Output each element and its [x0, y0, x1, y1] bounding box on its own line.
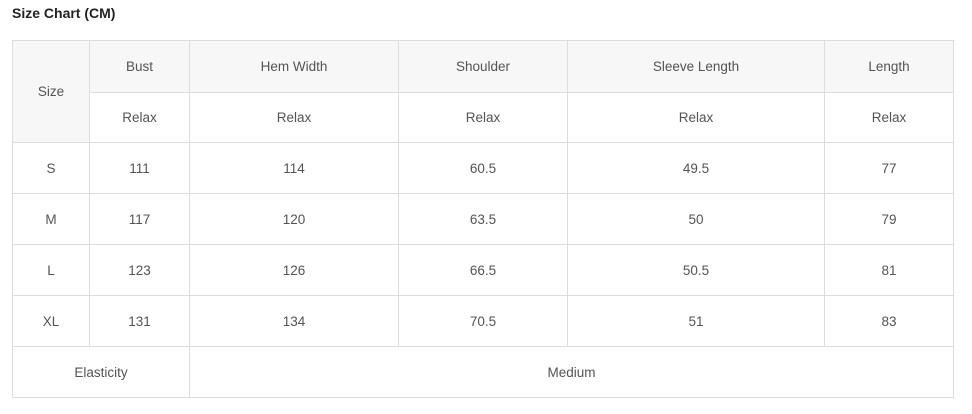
value-cell: 66.5 — [398, 244, 568, 296]
value-cell: 131 — [89, 295, 190, 347]
fit-type-header-row: Relax Relax Relax Relax Relax — [13, 92, 954, 143]
elasticity-row: Elasticity Medium — [12, 346, 954, 398]
value-cell: 134 — [189, 295, 399, 347]
size-chart-table: Size Bust Hem Width Shoulder Sleeve Leng… — [12, 40, 954, 398]
column-header-length: Length — [824, 40, 954, 93]
table-row-xl: XL 131 134 70.5 51 83 — [12, 295, 954, 347]
fit-type-cell-length: Relax — [824, 92, 954, 143]
fit-type-cell-sleeve-length: Relax — [567, 92, 825, 143]
value-cell: 120 — [189, 193, 399, 245]
page-title: Size Chart (CM) — [12, 5, 116, 21]
value-cell: 50 — [567, 193, 825, 245]
value-cell: 49.5 — [567, 142, 825, 194]
size-label: L — [12, 244, 90, 296]
value-cell: 111 — [89, 142, 190, 194]
measurement-header-row: Size Bust Hem Width Shoulder Sleeve Leng… — [12, 40, 954, 143]
table-row-s: S 111 114 60.5 49.5 77 — [12, 142, 954, 194]
value-cell: 50.5 — [567, 244, 825, 296]
size-label: S — [12, 142, 90, 194]
value-cell: 114 — [189, 142, 399, 194]
value-cell: 117 — [89, 193, 190, 245]
value-cell: 123 — [89, 244, 190, 296]
value-cell: 126 — [189, 244, 399, 296]
value-cell: 63.5 — [398, 193, 568, 245]
value-cell: 81 — [824, 244, 954, 296]
value-cell: 83 — [824, 295, 954, 347]
corner-header-size: Size — [12, 40, 90, 143]
fit-type-cell-bust: Relax — [89, 92, 190, 143]
column-header-shoulder: Shoulder — [398, 40, 568, 93]
elasticity-label: Elasticity — [12, 346, 190, 398]
size-label: XL — [12, 295, 90, 347]
value-cell: 70.5 — [398, 295, 568, 347]
table-row-l: L 123 126 66.5 50.5 81 — [12, 244, 954, 296]
value-cell: 77 — [824, 142, 954, 194]
value-cell: 51 — [567, 295, 825, 347]
table-row-m: M 117 120 63.5 50 79 — [12, 193, 954, 245]
column-header-bust: Bust — [89, 40, 190, 93]
value-cell: 60.5 — [398, 142, 568, 194]
fit-type-cell-hem-width: Relax — [189, 92, 399, 143]
fit-type-cell-shoulder: Relax — [398, 92, 568, 143]
column-header-sleeve-length: Sleeve Length — [567, 40, 825, 93]
elasticity-value: Medium — [189, 346, 954, 398]
size-label: M — [12, 193, 90, 245]
value-cell: 79 — [824, 193, 954, 245]
column-header-hem-width: Hem Width — [189, 40, 399, 93]
